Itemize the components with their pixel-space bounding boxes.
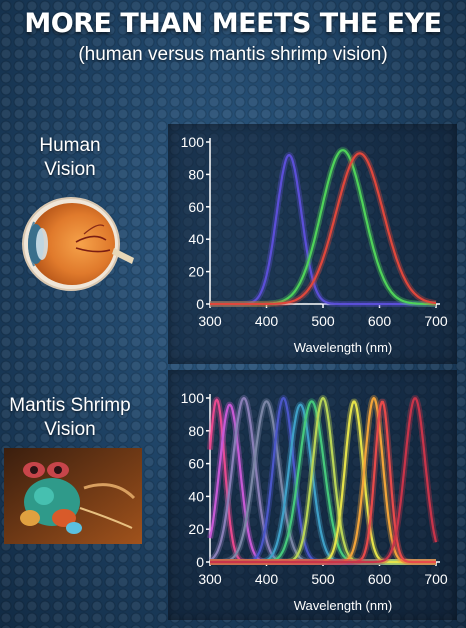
human-vision-chart: 0 20 40 60 80 100 300 400 500 600 700 Wavelength (n… [181,134,448,355]
series-glow [208,152,438,307]
x-axis-title: Wavelength (nm) [294,598,393,613]
shrimp-vision-chart: 0 20 40 60 80 100 300 400 500 600 700 Wavelength (n… [181,390,448,613]
x-tick-label: 600 [368,313,392,329]
y-tick-label: 60 [188,456,204,472]
x-axis-title: Wavelength (nm) [294,340,393,355]
x-tick-label: 500 [311,313,335,329]
page-title: MORE THAN MEETS THE EYE [24,8,442,39]
page-subtitle: (human versus mantis shrimp vision) [78,44,388,65]
x-tick-label: 500 [311,571,335,587]
x-tick-label: 400 [255,571,279,587]
shrimp-vision-label: Mantis Shrimp Vision [2,394,138,442]
x-tick-label: 400 [255,313,279,329]
x-tick-label: 300 [198,313,222,329]
human-eye-illustration [22,197,134,291]
y-tick-label: 20 [188,521,204,537]
x-tick-label: 600 [368,571,392,587]
series-glow [208,150,438,307]
y-tick-label: 100 [181,134,205,150]
series-line [210,153,436,306]
y-tick-label: 0 [196,296,204,312]
y-tick-label: 100 [181,390,205,406]
x-tick-label: 700 [424,313,448,329]
y-tick-label: 20 [188,264,204,280]
series-line [210,149,436,306]
mantis-shrimp-photo [4,448,142,544]
y-tick-label: 40 [188,488,204,504]
y-tick-label: 60 [188,199,204,215]
y-tick-label: 40 [188,231,204,247]
series-line [210,397,438,564]
shrimp-vision-text: Mantis Shrimp Vision [9,395,131,440]
human-vision-text: Human Vision [39,135,101,180]
x-tick-label: 700 [424,571,448,587]
y-tick-label: 0 [196,554,204,570]
human-vision-label: Human Vision [20,134,120,182]
series-glow [208,147,438,307]
y-tick-label: 80 [188,423,204,439]
y-tick-label: 80 [188,166,204,182]
series-line [210,152,437,306]
x-tick-label: 300 [198,571,222,587]
